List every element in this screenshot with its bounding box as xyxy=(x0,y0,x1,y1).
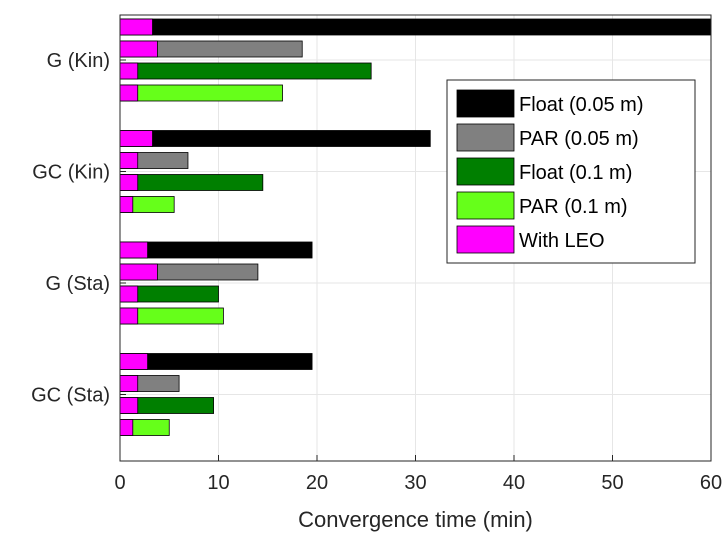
x-axis-ticks: 0 10 20 30 40 50 60 xyxy=(114,455,722,494)
x-tick-label: 20 xyxy=(306,472,328,494)
bar-with-leo xyxy=(119,152,139,169)
legend-label: PAR (0.05 m) xyxy=(519,128,639,150)
bar-with-leo xyxy=(119,196,134,213)
bar-float-0-05-m- xyxy=(119,130,431,147)
bar-with-leo xyxy=(119,84,139,102)
bar-with-leo xyxy=(119,241,148,259)
bar-with-leo xyxy=(119,62,139,80)
bar-float-0-05-m- xyxy=(119,241,313,259)
x-axis-title: Convergence time (min) xyxy=(298,507,533,532)
bar-with-leo xyxy=(119,307,139,325)
legend-label: Float (0.1 m) xyxy=(519,162,632,184)
y-category-label: G (Sta) xyxy=(46,273,110,295)
bar-with-leo xyxy=(119,397,139,414)
bar-float-0-1-m- xyxy=(119,62,372,80)
bar-with-leo xyxy=(119,40,158,58)
legend: Float (0.05 m) PAR (0.05 m) Float (0.1 m) P… xyxy=(446,79,696,264)
bar-float-0-05-m- xyxy=(119,18,712,36)
bar-float-0-05-m- xyxy=(119,353,313,370)
legend-label: PAR (0.1 m) xyxy=(519,196,628,218)
bar-with-leo xyxy=(119,130,153,147)
bar-par-0-1-m- xyxy=(119,84,283,102)
legend-label: With LEO xyxy=(519,230,605,252)
bar-with-leo xyxy=(119,174,139,191)
x-tick-label: 40 xyxy=(503,472,525,494)
legend-swatch xyxy=(456,225,515,254)
legend-swatch xyxy=(456,191,515,220)
x-tick-label: 10 xyxy=(207,472,229,494)
bar-with-leo xyxy=(119,263,158,281)
x-tick-label: 0 xyxy=(114,472,125,494)
bar-with-leo xyxy=(119,375,139,392)
bar-float-0-1-m- xyxy=(119,174,264,191)
legend-swatch xyxy=(456,123,515,152)
legend-swatch xyxy=(456,157,515,186)
legend-label: Float (0.05 m) xyxy=(519,94,643,116)
x-tick-label: 60 xyxy=(700,472,722,494)
bar-with-leo xyxy=(119,353,148,370)
y-category-label: G (Kin) xyxy=(47,50,110,72)
y-category-label: GC (Sta) xyxy=(31,385,110,407)
y-axis-categories: G (Kin) GC (Kin) G (Sta) GC (Sta) xyxy=(31,50,126,407)
bar-with-leo xyxy=(119,419,134,436)
bar-with-leo xyxy=(119,285,139,303)
legend-swatch xyxy=(456,89,515,118)
bar-with-leo xyxy=(119,18,153,36)
x-tick-label: 30 xyxy=(404,472,426,494)
y-category-label: GC (Kin) xyxy=(32,162,110,184)
x-tick-label: 50 xyxy=(601,472,623,494)
